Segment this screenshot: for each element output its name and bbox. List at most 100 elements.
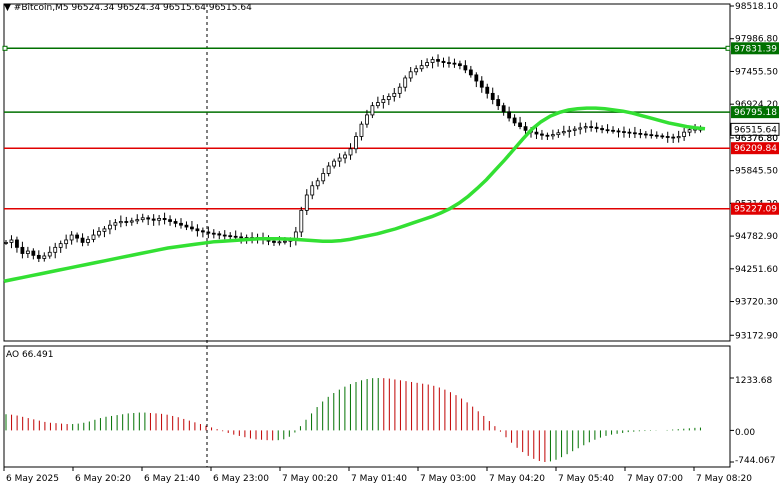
candle-body bbox=[370, 105, 375, 116]
price-tick-label: 94251.60 bbox=[735, 265, 778, 275]
time-tick-label: 7 May 05:40 bbox=[558, 474, 614, 484]
time-tick-label: 6 May 23:00 bbox=[213, 474, 269, 484]
candle-body bbox=[605, 129, 610, 132]
level-handle-left bbox=[2, 45, 8, 51]
time-tick-label: 6 May 2025 bbox=[6, 474, 59, 484]
candle-body bbox=[550, 134, 555, 137]
candle-body bbox=[611, 129, 615, 132]
triangle-down-icon: ▼ bbox=[4, 3, 11, 13]
candle-body bbox=[184, 224, 189, 228]
price-tick-label: 97986.80 bbox=[735, 35, 778, 45]
candle-body bbox=[228, 235, 233, 238]
price-level-badge bbox=[731, 202, 779, 215]
candle-body bbox=[436, 59, 440, 62]
price-tick-label: 93720.30 bbox=[735, 298, 778, 308]
candle-body bbox=[69, 234, 74, 241]
candle-body bbox=[589, 126, 594, 129]
candle-body bbox=[36, 254, 41, 259]
candle-body bbox=[622, 131, 626, 133]
candle-body bbox=[299, 209, 304, 233]
candle-body bbox=[146, 217, 151, 220]
candle-body bbox=[633, 132, 637, 135]
candle-body bbox=[518, 122, 522, 128]
price-tick-label: 96924.20 bbox=[735, 100, 778, 110]
candle-body bbox=[381, 99, 386, 103]
candle-body bbox=[501, 105, 506, 113]
marker-price-label: 96376.80 bbox=[735, 134, 778, 144]
candle-body bbox=[474, 74, 479, 82]
candle-body bbox=[20, 246, 25, 254]
candle-body bbox=[365, 114, 369, 125]
time-tick-label: 6 May 21:40 bbox=[144, 474, 200, 484]
candle-body bbox=[512, 117, 517, 124]
candle-body bbox=[643, 133, 648, 136]
candle-body bbox=[315, 180, 320, 187]
time-tick-label: 7 May 07:00 bbox=[627, 474, 683, 484]
candle-body bbox=[135, 219, 140, 222]
candle-body bbox=[179, 222, 183, 226]
price-level-badge bbox=[731, 106, 779, 119]
candle-body bbox=[80, 237, 85, 243]
price-level-badge bbox=[731, 142, 779, 155]
candle-body bbox=[343, 154, 347, 159]
candle-body bbox=[567, 129, 572, 132]
time-tick-label: 6 May 20:20 bbox=[75, 474, 131, 484]
candle-body bbox=[638, 132, 643, 135]
candle-body bbox=[58, 243, 63, 248]
candle-body bbox=[42, 255, 47, 259]
candle-body bbox=[173, 221, 178, 224]
level-handle-right bbox=[725, 45, 731, 51]
candle-body bbox=[321, 173, 326, 182]
candle-body bbox=[600, 128, 604, 131]
price-level-badge bbox=[731, 42, 779, 55]
candle-body bbox=[211, 232, 216, 235]
current-price-badge bbox=[730, 122, 780, 136]
chart-header: ▼ #Bitcoin,M5 96524.34 96524.34 96515.64… bbox=[4, 3, 252, 13]
candle-body bbox=[583, 126, 588, 129]
candle-body bbox=[200, 230, 205, 233]
candle-body bbox=[627, 131, 632, 134]
candle-body bbox=[304, 194, 309, 211]
candle-body bbox=[490, 92, 495, 100]
candle-body bbox=[283, 240, 287, 243]
candle-body bbox=[222, 234, 227, 237]
price-tick-label: 94782.90 bbox=[735, 232, 778, 242]
time-tick-label: 7 May 04:20 bbox=[489, 474, 545, 484]
candle-body bbox=[479, 80, 484, 88]
candle-body bbox=[485, 86, 490, 94]
candle-body bbox=[594, 126, 599, 129]
candle-body bbox=[452, 62, 457, 65]
candle-body bbox=[195, 228, 200, 232]
candle-body bbox=[15, 239, 19, 248]
candle-body bbox=[403, 77, 408, 88]
candle-body bbox=[425, 62, 429, 67]
candle-body bbox=[430, 59, 435, 63]
candle-body bbox=[540, 133, 544, 136]
candle-body bbox=[4, 242, 8, 244]
candle-body bbox=[561, 131, 566, 134]
candle-body bbox=[9, 239, 14, 243]
candle-body bbox=[113, 222, 118, 226]
candle-body bbox=[91, 234, 96, 240]
candle-body bbox=[272, 240, 276, 243]
candle-body bbox=[233, 235, 238, 238]
candle-body bbox=[151, 218, 156, 221]
candle-body bbox=[463, 65, 468, 71]
ao-scale-zero: 0.00 bbox=[735, 428, 756, 438]
candle-body bbox=[523, 126, 528, 131]
candle-body bbox=[64, 239, 69, 245]
candle-body bbox=[671, 136, 676, 139]
current-price-label: 96515.64 bbox=[734, 125, 777, 135]
ao-scale-bottom: -744.067 bbox=[735, 456, 776, 466]
candle-body bbox=[239, 236, 244, 239]
price-tick-label: 97455.50 bbox=[735, 67, 778, 77]
candle-body bbox=[572, 128, 577, 131]
candle-body bbox=[468, 69, 473, 76]
candle-body bbox=[86, 238, 90, 243]
candle-body bbox=[162, 218, 167, 221]
price-level-label: 96209.84 bbox=[734, 144, 777, 154]
price-tick-label: 96376.80 bbox=[735, 134, 778, 144]
candle-body bbox=[129, 220, 134, 223]
